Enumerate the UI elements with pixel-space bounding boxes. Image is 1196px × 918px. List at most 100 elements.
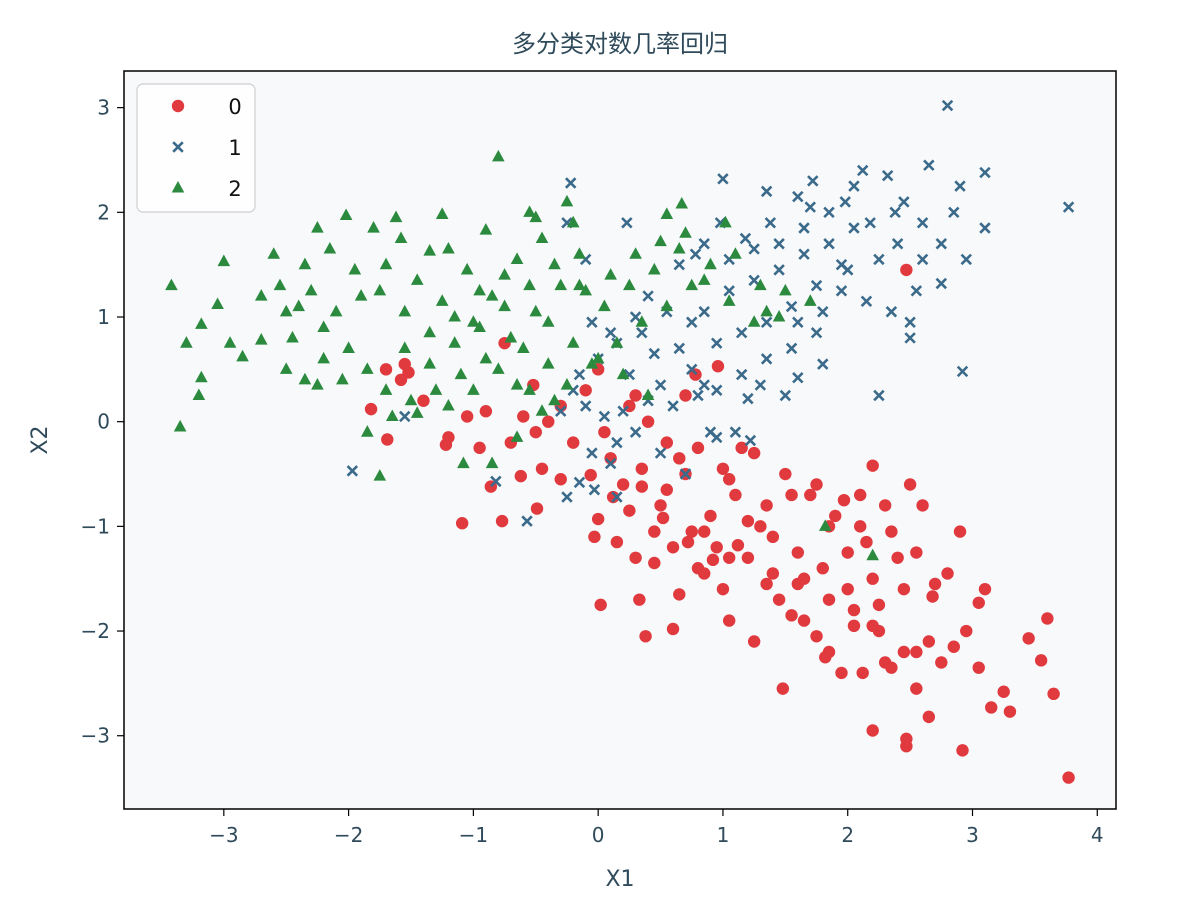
- data-point-class-0: [666, 622, 680, 636]
- data-point-class-0: [495, 514, 509, 528]
- data-point-class-2: [510, 378, 524, 390]
- data-point-class-0: [772, 593, 786, 606]
- data-point-class-0: [460, 410, 474, 423]
- data-point-class-1: [636, 326, 648, 339]
- data-point-class-2: [423, 244, 437, 256]
- data-point-class-2: [660, 207, 674, 219]
- data-point-class-1: [898, 196, 910, 208]
- data-point-class-0: [635, 480, 649, 493]
- data-point-class-2: [173, 419, 187, 432]
- data-point-class-2: [379, 383, 393, 395]
- data-point-class-2: [697, 273, 711, 285]
- data-point-class-2: [254, 333, 268, 345]
- data-point-class-1: [839, 196, 851, 208]
- data-point-class-1: [667, 400, 679, 412]
- data-point-class-1: [586, 316, 598, 328]
- data-point-class-2: [641, 388, 655, 401]
- data-point-class-0: [633, 593, 646, 606]
- data-points: [165, 99, 1075, 784]
- data-point-class-1: [521, 515, 533, 527]
- data-point-class-2: [573, 247, 586, 259]
- data-point-class-2: [629, 247, 642, 259]
- data-point-class-2: [457, 456, 470, 469]
- data-point-class-1: [904, 332, 916, 344]
- data-point-class-1: [948, 206, 960, 219]
- data-point-class-1: [860, 295, 873, 308]
- data-point-class-2: [623, 278, 636, 291]
- data-point-class-1: [760, 316, 773, 328]
- data-point-class-2: [292, 299, 305, 312]
- data-point-class-1: [760, 353, 773, 365]
- data-point-class-0: [935, 656, 948, 669]
- data-point-class-1: [710, 384, 723, 396]
- data-point-class-0: [706, 553, 720, 567]
- data-point-class-0: [897, 645, 911, 659]
- data-point-class-0: [722, 614, 736, 627]
- data-point-class-2: [541, 315, 555, 327]
- y-tick-label: −1: [81, 514, 110, 538]
- data-point-class-2: [485, 289, 499, 301]
- data-point-class-1: [748, 274, 760, 287]
- x-tick-label: 4: [1091, 823, 1104, 847]
- data-point-class-1: [654, 379, 667, 391]
- data-point-class-0: [731, 539, 745, 552]
- data-point-class-2: [298, 372, 312, 385]
- legend-marker-2: [171, 181, 185, 193]
- data-point-class-2: [591, 351, 605, 364]
- data-point-class-2: [336, 372, 349, 385]
- data-point-class-0: [716, 462, 730, 475]
- x-tick-label: 2: [841, 823, 854, 847]
- data-point-class-2: [566, 336, 580, 348]
- data-point-class-2: [473, 283, 486, 296]
- data-point-class-1: [904, 316, 916, 328]
- data-point-class-0: [847, 603, 861, 617]
- data-point-class-1: [941, 99, 954, 112]
- data-point-class-0: [606, 490, 620, 504]
- data-point-class-0: [785, 609, 798, 622]
- data-point-class-2: [317, 351, 330, 364]
- data-point-class-1: [611, 436, 623, 449]
- data-point-class-0: [956, 744, 969, 757]
- data-point-class-2: [165, 278, 178, 291]
- data-point-class-1: [848, 180, 860, 192]
- data-point-class-0: [691, 441, 705, 455]
- data-point-class-0: [735, 441, 748, 455]
- data-point-class-1: [881, 169, 894, 182]
- data-point-class-2: [339, 208, 353, 221]
- legend: 0 1 2: [136, 83, 256, 213]
- data-point-class-2: [803, 294, 817, 306]
- data-point-class-2: [535, 231, 549, 244]
- y-axis-label: X2: [28, 425, 53, 454]
- data-point-class-1: [629, 311, 642, 323]
- y-tick-label: 0: [97, 410, 110, 434]
- data-point-class-0: [517, 410, 530, 423]
- data-point-class-2: [729, 247, 742, 259]
- data-point-class-1: [810, 326, 823, 339]
- data-point-class-1: [835, 285, 848, 297]
- data-point-class-0: [729, 488, 742, 502]
- data-point-class-2: [779, 283, 792, 296]
- data-point-class-1: [910, 285, 923, 297]
- x-axis-label: X1: [605, 867, 634, 892]
- data-point-class-0: [741, 551, 755, 564]
- data-point-class-0: [673, 452, 686, 465]
- data-point-class-2: [423, 325, 437, 338]
- data-point-class-2: [398, 341, 412, 353]
- data-point-class-0: [704, 509, 717, 523]
- data-point-class-1: [742, 392, 754, 405]
- data-point-class-2: [675, 196, 689, 209]
- data-point-class-1: [916, 253, 929, 266]
- data-point-class-2: [479, 351, 493, 364]
- data-point-class-2: [467, 383, 480, 395]
- data-point-class-2: [311, 221, 324, 233]
- data-point-class-2: [523, 383, 536, 395]
- data-point-class-0: [866, 459, 879, 472]
- data-point-class-1: [810, 279, 823, 292]
- data-point-class-0: [878, 499, 892, 512]
- series-0-points: [364, 263, 1075, 784]
- data-point-class-0: [741, 514, 755, 528]
- data-point-class-0: [530, 502, 544, 515]
- data-point-class-1: [792, 190, 804, 203]
- data-point-class-2: [448, 336, 461, 348]
